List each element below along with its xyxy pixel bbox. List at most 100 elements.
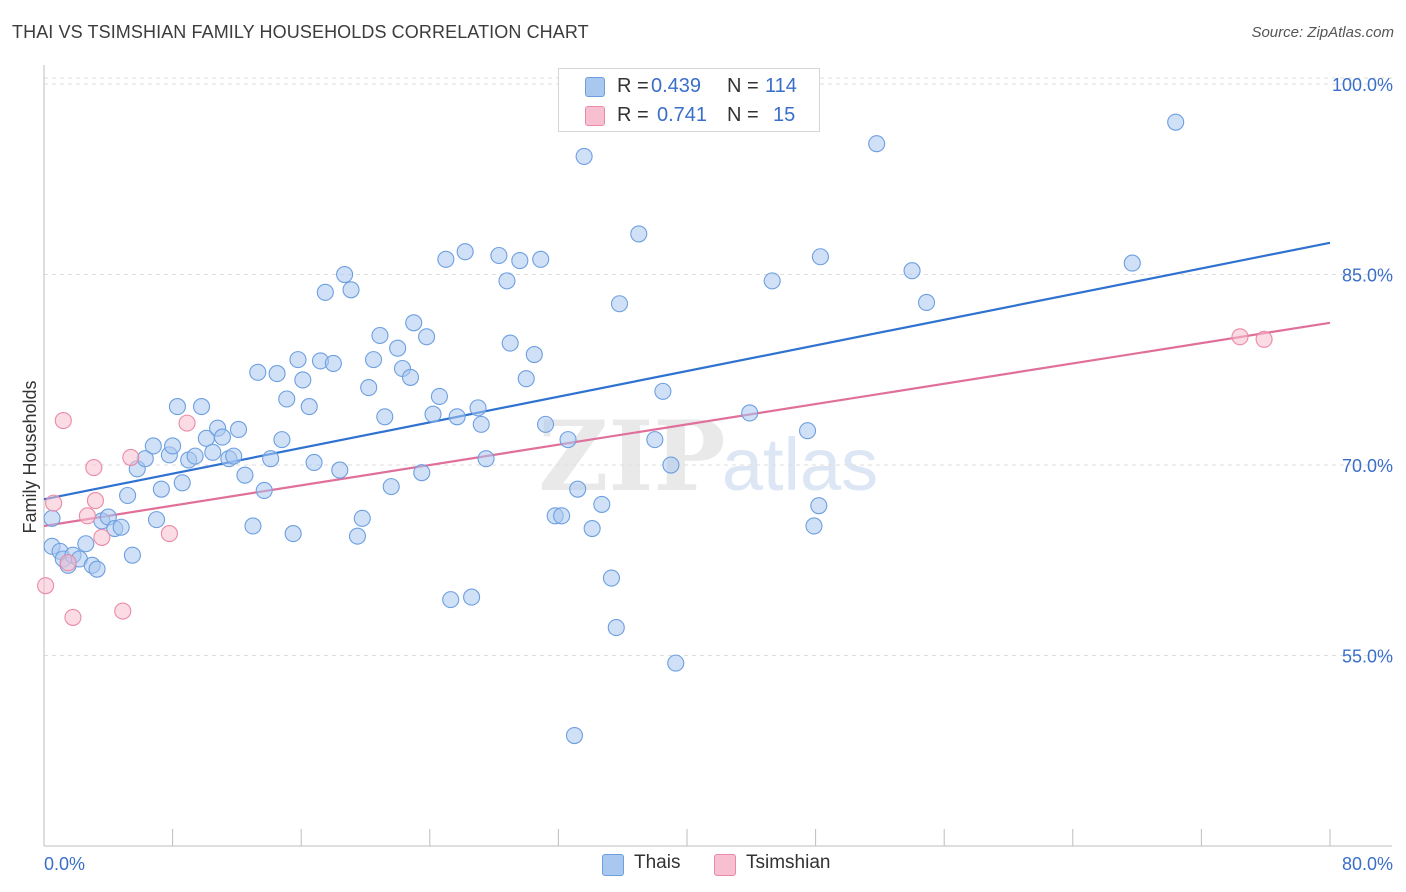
tsimshian-point [178, 414, 196, 432]
r-value: 0.741 [657, 104, 708, 126]
legend-label: Tsimshian [746, 852, 831, 873]
thais-point [152, 480, 170, 498]
x-tick-label: 80.0% [1342, 854, 1393, 874]
thais-swatch [585, 77, 605, 97]
thais-point [255, 481, 273, 499]
thais-point [602, 569, 620, 587]
thais-point [799, 422, 817, 440]
thais-point [741, 404, 759, 422]
tsimshian-point [93, 528, 111, 546]
thais-point [805, 517, 823, 535]
tsimshian-point [160, 525, 178, 543]
thais-point [917, 293, 936, 312]
thais-point [262, 450, 280, 468]
thais-point [405, 314, 423, 332]
thais-point [147, 511, 166, 529]
thais-point [88, 560, 106, 578]
thais-point [204, 443, 222, 461]
thais-point [164, 437, 182, 455]
thais-point [463, 588, 481, 606]
watermark-atlas: atlas [722, 423, 878, 506]
thais-point [593, 495, 611, 513]
thais-point [192, 398, 211, 416]
tsimshian-point [54, 412, 72, 430]
thais-point [490, 246, 508, 265]
tsimshian-point [122, 448, 140, 466]
thais-point [811, 248, 829, 266]
thais-point [284, 525, 302, 543]
thais-point [575, 147, 593, 165]
thais-point [342, 281, 360, 299]
thais-point [424, 405, 442, 423]
thais-point [456, 243, 474, 261]
tsimshian-point [64, 608, 82, 626]
thais-point [654, 382, 672, 400]
y-tick-label: 70.0% [1342, 456, 1393, 476]
chart-title: THAI VS TSIMSHIAN FAMILY HOUSEHOLDS CORR… [12, 22, 589, 42]
thais-point [662, 456, 680, 474]
thais-point [382, 478, 400, 496]
watermark: ZIP atlas [538, 400, 878, 513]
thais-point [249, 363, 267, 381]
tsimshian-point [1255, 330, 1273, 348]
thais-point [511, 252, 529, 270]
tsimshian-point [37, 577, 55, 595]
thais-point [168, 398, 186, 416]
data-points [37, 113, 1273, 745]
thais-point [273, 431, 291, 449]
thais-point [569, 480, 587, 498]
thais-point [348, 527, 367, 545]
thais-point [469, 399, 487, 417]
r-value: 0.439 [651, 75, 702, 97]
thais-point [559, 431, 577, 449]
thais-point [278, 390, 296, 408]
stats-box: R = 0.439 N = 114 R = 0.741 N = 15 [558, 68, 820, 132]
tsimshian-point [114, 602, 132, 620]
thais-point [119, 486, 137, 505]
thais-point [376, 408, 394, 426]
thais-point [353, 509, 371, 527]
tsimshian-swatch [714, 854, 736, 876]
thais-point [43, 509, 61, 527]
thais-point [316, 283, 334, 301]
thais-point [607, 619, 625, 637]
r-label: R = [617, 75, 649, 97]
thais-point [213, 428, 231, 446]
thais-point [536, 415, 555, 433]
thais-trend-line [43, 241, 1331, 501]
thais-point [225, 447, 243, 465]
thais-point [472, 415, 490, 433]
tsimshian-point [1231, 328, 1249, 346]
y-axis-label: Family Households [20, 380, 40, 533]
thais-point [305, 453, 323, 472]
source-label: Source: ZipAtlas.com [1251, 24, 1394, 41]
x-tick-label: 0.0% [44, 854, 85, 874]
y-tick-label: 85.0% [1342, 266, 1393, 286]
legend: Thais Tsimshian [0, 850, 1406, 880]
y-tick-label: 55.0% [1342, 647, 1393, 667]
thais-point [268, 365, 286, 383]
thais-point [667, 654, 685, 672]
tsimshian-point [45, 494, 63, 512]
grid [44, 77, 1392, 657]
n-label: N = [727, 104, 759, 126]
axes [43, 65, 1392, 847]
thais-point [401, 368, 420, 386]
thais-point [646, 431, 664, 449]
thais-point [477, 450, 495, 468]
thais-point [294, 371, 312, 389]
thais-point [186, 447, 204, 465]
thais-point [498, 272, 516, 290]
thais-point [501, 334, 519, 352]
thais-point [868, 135, 886, 153]
thais-point [532, 250, 550, 268]
thais-point [360, 379, 378, 397]
thais-point [630, 225, 648, 243]
thais-point [300, 398, 318, 416]
n-value: 114 [765, 75, 797, 97]
thais-point [583, 519, 601, 538]
thais-point [112, 518, 130, 536]
thais-point [389, 339, 407, 357]
tsimshian-point [78, 507, 96, 525]
